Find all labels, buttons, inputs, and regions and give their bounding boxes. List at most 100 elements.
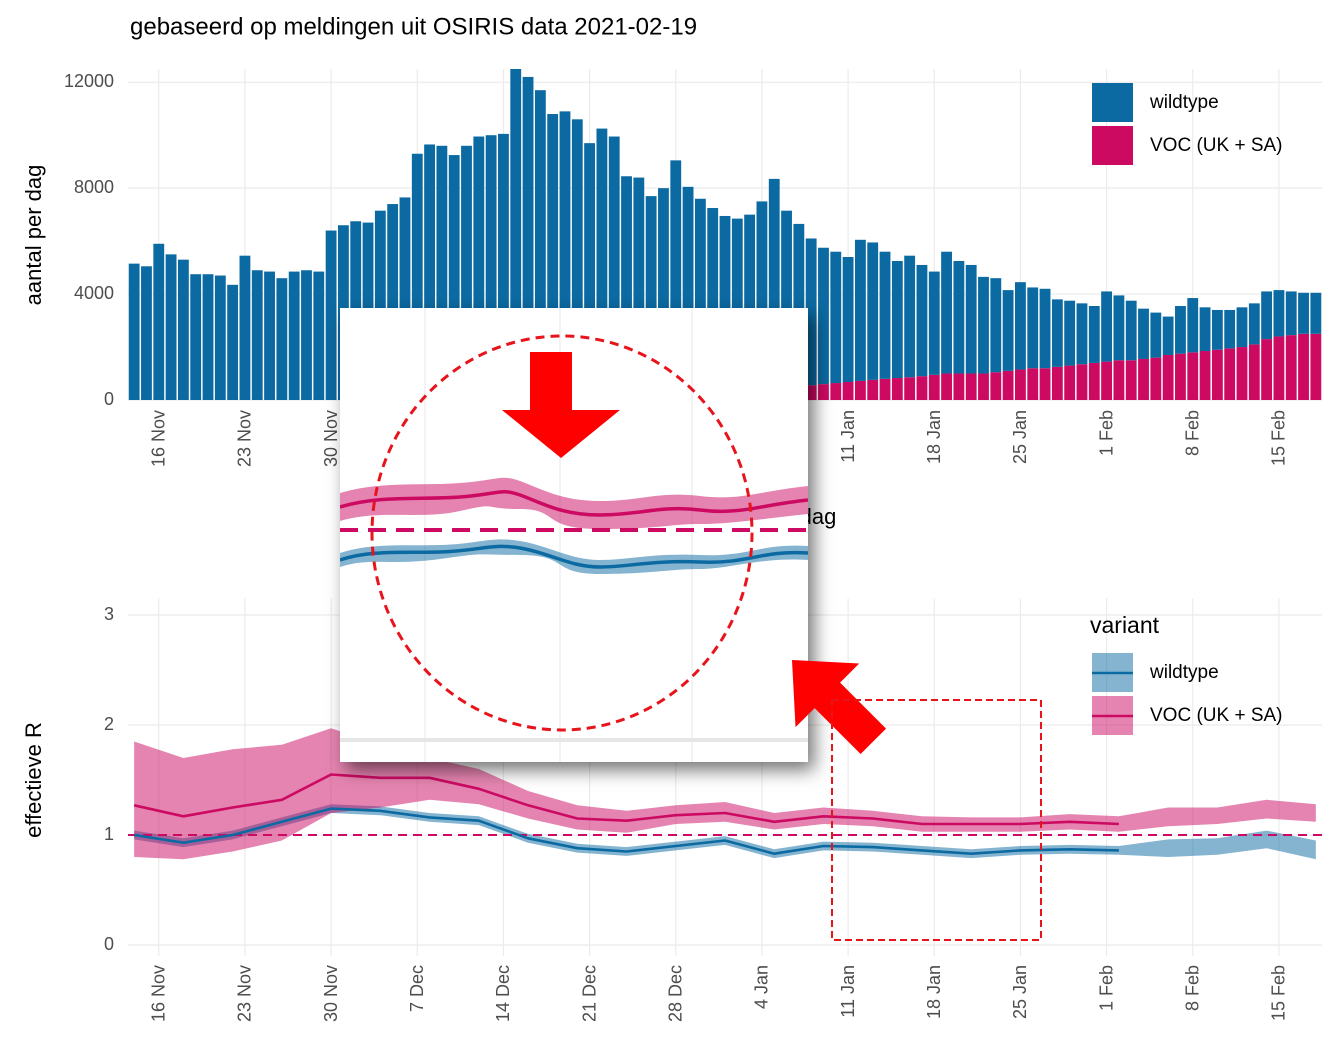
x-tick-label: 18 Jan <box>924 965 944 1019</box>
x-tick-label: 14 Dec <box>493 965 513 1022</box>
bar <box>1187 352 1199 400</box>
bar <box>1015 282 1026 370</box>
bar <box>842 381 854 400</box>
bar <box>1285 335 1297 400</box>
bar <box>707 208 719 392</box>
x-tick-label: 15 Feb <box>1269 410 1289 466</box>
bar <box>1088 305 1100 363</box>
inset-content <box>340 308 808 762</box>
bar <box>1261 339 1273 400</box>
bar <box>1248 303 1260 345</box>
bar <box>1088 362 1100 400</box>
y-tick-label: 8000 <box>74 177 114 197</box>
bar <box>891 260 903 379</box>
bar <box>1236 307 1248 348</box>
bar <box>596 128 608 397</box>
x-tick-label: 25 Jan <box>1010 965 1030 1019</box>
bar <box>965 373 977 400</box>
x-tick-label: 25 Jan <box>1010 410 1030 464</box>
legend-label: wildtype <box>1149 92 1219 113</box>
bar <box>965 264 977 374</box>
bar <box>842 257 854 382</box>
bar <box>818 247 829 385</box>
bar <box>522 76 534 399</box>
x-tick-label: 8 Feb <box>1183 410 1203 456</box>
x-tick-label: 23 Nov <box>235 965 255 1022</box>
bar <box>1027 368 1039 400</box>
bar <box>818 384 829 400</box>
x-tick-label: 11 Jan <box>838 410 858 463</box>
bar <box>941 251 952 374</box>
bar <box>830 383 842 400</box>
bar <box>694 198 706 393</box>
bar <box>1027 287 1039 369</box>
y-axis-title: aantal per dag <box>21 165 46 306</box>
bar <box>276 278 288 400</box>
bar <box>805 385 817 400</box>
bar <box>1051 299 1063 367</box>
x-tick-label: 4 Jan <box>752 965 772 1009</box>
bar <box>1113 295 1125 361</box>
bar <box>239 255 251 400</box>
bar <box>153 243 165 400</box>
bar <box>485 135 497 399</box>
x-tick-label: 8 Feb <box>1183 965 1203 1011</box>
bar <box>424 144 435 400</box>
bar <box>264 271 275 400</box>
y-tick-label: 2 <box>104 714 114 734</box>
bar <box>1125 360 1137 400</box>
x-tick-label: 28 Dec <box>666 965 686 1022</box>
bar <box>387 204 399 400</box>
bar <box>1211 309 1223 350</box>
bar <box>448 155 460 400</box>
bar <box>1138 308 1149 359</box>
bar <box>953 373 965 400</box>
bar <box>891 378 903 400</box>
bar <box>1002 290 1014 371</box>
bar <box>1064 365 1076 400</box>
bar <box>928 271 940 375</box>
bar <box>498 133 509 399</box>
bar <box>633 177 645 395</box>
bar <box>645 196 657 395</box>
bar <box>510 69 522 399</box>
bar <box>916 376 928 400</box>
bar <box>1002 370 1014 400</box>
bar <box>731 218 743 390</box>
bar <box>990 372 1002 400</box>
bar <box>177 259 189 400</box>
bar <box>1199 307 1211 352</box>
bar <box>1039 288 1051 369</box>
bar <box>1162 316 1174 355</box>
bar <box>928 374 940 400</box>
bar <box>1298 333 1309 400</box>
x-tick-label: 18 Jan <box>924 410 944 464</box>
bar <box>190 274 202 400</box>
x-tick-label: 7 Dec <box>407 965 427 1012</box>
inset-band-voc <box>340 477 808 529</box>
bar <box>1162 354 1174 400</box>
bar <box>571 119 583 398</box>
bar <box>559 111 571 398</box>
arrow-diagonal <box>792 660 887 755</box>
bar <box>1310 292 1322 334</box>
bar <box>1224 348 1236 400</box>
inset-line-voc <box>340 489 808 517</box>
x-tick-label: 1 Feb <box>1096 965 1116 1011</box>
inset-line-wildtype <box>340 544 808 569</box>
bar <box>227 284 239 400</box>
bar <box>990 278 1002 373</box>
bar <box>1248 344 1260 400</box>
bar <box>621 176 632 396</box>
bar <box>1138 358 1149 400</box>
bar <box>1076 303 1088 365</box>
bar <box>744 214 756 390</box>
bar <box>904 255 916 378</box>
bar <box>670 160 682 394</box>
bar <box>879 251 891 379</box>
bar <box>793 223 805 386</box>
legend-label: VOC (UK + SA) <box>1150 135 1283 156</box>
highlight-circle <box>370 334 754 732</box>
bar <box>1175 305 1186 354</box>
